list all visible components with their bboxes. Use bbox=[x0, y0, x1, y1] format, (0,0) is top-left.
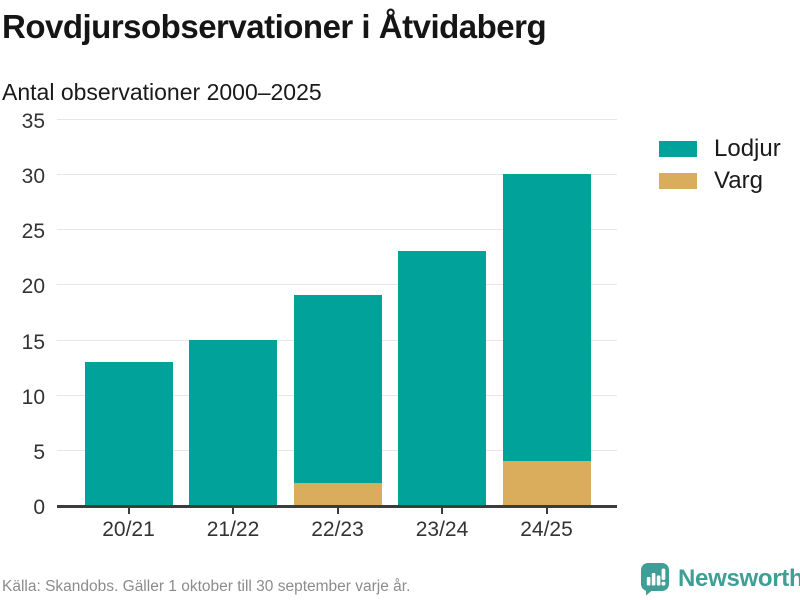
y-axis-tick-label: 5 bbox=[33, 440, 45, 464]
bar-22/23 bbox=[293, 295, 382, 505]
y-axis-tick-label: 10 bbox=[21, 385, 45, 409]
y-axis-tick-label: 35 bbox=[21, 110, 45, 133]
gridline-y-30 bbox=[57, 174, 617, 176]
x-axis-label: 21/22 bbox=[206, 518, 260, 541]
plot-area: 0 5 10 15 20 25 30 35 20/21 21/22 22/23 23/24 24/25 bbox=[22, 110, 617, 541]
bar-21/22 bbox=[189, 339, 277, 505]
legend-item-lodjur: Lodjur bbox=[659, 135, 781, 162]
legend-swatch bbox=[659, 141, 697, 157]
x-axis-tick bbox=[232, 508, 234, 514]
bar-segment-lodjur bbox=[398, 251, 486, 505]
x-axis-tick bbox=[441, 508, 443, 514]
bar-segment-lodjur bbox=[84, 361, 173, 505]
x-axis-label: 24/25 bbox=[520, 518, 573, 541]
y-axis-tick-label: 0 bbox=[33, 496, 45, 519]
x-axis-label: 23/24 bbox=[415, 518, 469, 541]
newsworthy-logo: Newsworthy bbox=[640, 562, 800, 596]
legend-item-varg: Varg bbox=[659, 167, 781, 194]
y-axis-tick-label: 15 bbox=[21, 330, 45, 354]
y-axis-tick-label: 25 bbox=[21, 220, 45, 244]
chart-title: Rovdjursobservationer i Åtvidaberg bbox=[2, 8, 547, 45]
source-note: Källa: Skandobs. Gäller 1 oktober till 3… bbox=[2, 578, 411, 595]
bar-20/21 bbox=[84, 361, 173, 505]
y-axis-tick-label: 30 bbox=[21, 165, 45, 189]
bar-23/24 bbox=[398, 251, 486, 505]
legend-label: Lodjur bbox=[714, 135, 781, 162]
x-axis-tick bbox=[127, 508, 130, 514]
bar-segment-lodjur bbox=[293, 295, 382, 483]
gridline-y-20 bbox=[57, 284, 617, 286]
x-axis-tick bbox=[336, 508, 339, 514]
chart-subtitle: Antal observationer 2000–2025 bbox=[2, 79, 322, 105]
bar-segment-varg bbox=[293, 482, 382, 505]
y-axis-tick-label: 20 bbox=[21, 275, 45, 299]
bar-24/25 bbox=[502, 174, 591, 505]
bar-segment-varg bbox=[502, 460, 591, 505]
gridline-y-35 bbox=[57, 119, 617, 120]
bar-segment-lodjur bbox=[189, 339, 277, 505]
legend-label: Varg bbox=[714, 167, 763, 194]
bar-chart-speech-bubble-icon bbox=[641, 563, 669, 596]
gridline-y-25 bbox=[57, 229, 617, 231]
newsworthy-wordmark: Newsworthy bbox=[678, 565, 800, 592]
legend-swatch bbox=[659, 173, 697, 189]
x-axis-label: 20/21 bbox=[102, 518, 155, 541]
bar-segment-lodjur bbox=[502, 174, 591, 461]
x-axis-label: 22/23 bbox=[311, 518, 364, 541]
x-axis-tick bbox=[545, 508, 548, 514]
legend: Lodjur Varg bbox=[659, 135, 781, 203]
